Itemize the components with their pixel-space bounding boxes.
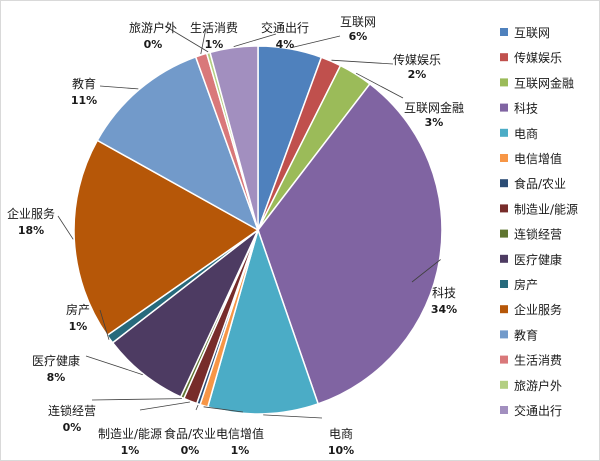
leader-line — [355, 72, 404, 99]
leader-line — [195, 404, 199, 411]
data-label-name: 交通出行 — [261, 20, 309, 35]
data-label-name: 互联网金融 — [404, 100, 464, 115]
legend-swatch — [500, 254, 508, 263]
legend-label: 旅游户外 — [514, 378, 562, 393]
legend-label: 教育 — [514, 327, 538, 342]
leader-line — [203, 406, 244, 413]
legend-label: 企业服务 — [514, 302, 562, 317]
data-label-percent: 10% — [328, 444, 354, 457]
pie-slice-12 — [73, 139, 260, 337]
data-label-percent: 6% — [349, 30, 368, 43]
legend-label: 生活消费 — [514, 354, 562, 368]
data-label-percent: 0% — [63, 421, 82, 434]
legend-label: 电信增值 — [514, 151, 562, 166]
legend-swatch — [500, 355, 508, 364]
data-label-percent: 1% — [121, 444, 140, 457]
legend-swatch — [500, 28, 508, 36]
data-label-name: 互联网 — [340, 15, 376, 29]
leader-line — [200, 27, 207, 55]
legend-label: 传媒娱乐 — [514, 50, 562, 65]
leader-line — [85, 355, 143, 376]
legend-label: 制造业/能源 — [514, 202, 578, 216]
legend-label: 互联网 — [514, 26, 550, 40]
pie-slice-4 — [257, 82, 443, 405]
leader-line — [99, 309, 110, 340]
data-label-percent: 3% — [425, 116, 444, 129]
data-label-name: 房产 — [66, 302, 90, 317]
data-label-percent: 2% — [408, 68, 427, 81]
legend-swatch — [500, 154, 508, 162]
leader-line — [263, 414, 323, 419]
leader-line — [91, 398, 182, 401]
legend-label: 连锁经营 — [514, 227, 562, 242]
data-label-percent: 1% — [205, 38, 224, 51]
legend-swatch — [500, 380, 508, 389]
legend-label: 交通出行 — [514, 403, 562, 418]
leader-line — [233, 33, 277, 47]
leader-lines — [57, 25, 441, 419]
leader-line — [99, 85, 139, 90]
legend-label: 医疗健康 — [514, 252, 562, 267]
legend-swatch — [500, 330, 508, 339]
data-label-percent: 4% — [276, 38, 295, 51]
legend-swatch — [500, 78, 508, 87]
data-label-percent: 11% — [71, 94, 97, 107]
legend-swatch — [500, 179, 508, 188]
data-label-percent: 1% — [231, 444, 250, 457]
legend-label: 房产 — [514, 277, 538, 292]
data-label-name: 连锁经营 — [48, 403, 96, 418]
leader-line — [331, 59, 394, 65]
legend-swatch — [500, 406, 508, 414]
pie-slice-13 — [96, 55, 260, 232]
data-label-name: 教育 — [72, 76, 96, 91]
data-label-name: 制造业/能源 — [98, 427, 162, 441]
data-label-percent: 8% — [47, 371, 66, 384]
leader-line — [411, 259, 441, 283]
legend-swatch — [500, 128, 508, 137]
legend: 互联网传媒娱乐互联网金融科技电商电信增值食品/农业制造业/能源连锁经营医疗健康房… — [500, 26, 578, 418]
leader-line — [139, 401, 190, 411]
legend-swatch — [500, 204, 508, 213]
legend-swatch — [500, 305, 508, 314]
data-label-name: 食品/农业 — [164, 426, 216, 441]
legend-label: 食品/农业 — [514, 176, 566, 191]
data-label-name: 电商 — [329, 426, 353, 441]
data-label-name: 传媒娱乐 — [393, 52, 441, 67]
data-label-name: 医疗健康 — [32, 353, 80, 368]
pie-slices — [73, 45, 443, 415]
leader-line — [290, 35, 341, 49]
legend-swatch — [500, 280, 508, 288]
data-label-name: 电信增值 — [216, 426, 264, 441]
data-label-percent: 34% — [431, 303, 457, 316]
data-label-percent: 1% — [69, 320, 88, 333]
data-label-percent: 0% — [181, 444, 200, 457]
legend-swatch — [500, 103, 508, 112]
data-label-name: 科技 — [432, 286, 456, 300]
data-label-percent: 0% — [144, 38, 163, 51]
leader-line — [164, 25, 209, 53]
data-label-percent: 18% — [18, 224, 44, 237]
pie-slice-16 — [209, 45, 259, 231]
legend-label: 电商 — [514, 126, 538, 141]
legend-label: 科技 — [514, 102, 538, 116]
data-label-name: 旅游户外 — [129, 20, 177, 35]
legend-swatch — [500, 229, 508, 238]
legend-label: 互联网金融 — [514, 75, 574, 90]
data-label-name: 生活消费 — [190, 21, 238, 35]
legend-swatch — [500, 53, 508, 62]
data-label-name: 企业服务 — [7, 206, 55, 221]
leader-line — [57, 215, 74, 240]
